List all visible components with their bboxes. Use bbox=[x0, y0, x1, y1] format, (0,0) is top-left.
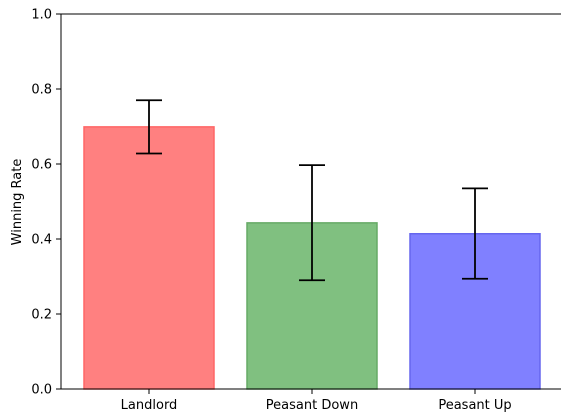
y-tick-label: 0.8 bbox=[31, 83, 52, 98]
bar-landlord bbox=[83, 126, 215, 390]
y-tick-label: 0.6 bbox=[31, 158, 52, 173]
y-axis-label: Winning Rate bbox=[10, 159, 25, 246]
y-ticks-layer: 0.0 0.2 0.4 0.6 0.8 1.0 bbox=[31, 8, 61, 398]
y-tick-label: 0.0 bbox=[31, 383, 52, 398]
x-tick-label: Peasant Down bbox=[266, 398, 358, 413]
axes-layer bbox=[60, 13, 561, 390]
x-ticks-layer: Landlord Peasant Down Peasant Up bbox=[121, 389, 512, 413]
y-tick-label: 1.0 bbox=[31, 8, 52, 23]
x-tick-label: Peasant Up bbox=[438, 398, 511, 413]
y-tick-label: 0.4 bbox=[31, 233, 52, 248]
y-tick-label: 0.2 bbox=[31, 308, 52, 323]
x-tick-label: Landlord bbox=[121, 398, 178, 413]
error-bars-layer bbox=[136, 99, 488, 282]
